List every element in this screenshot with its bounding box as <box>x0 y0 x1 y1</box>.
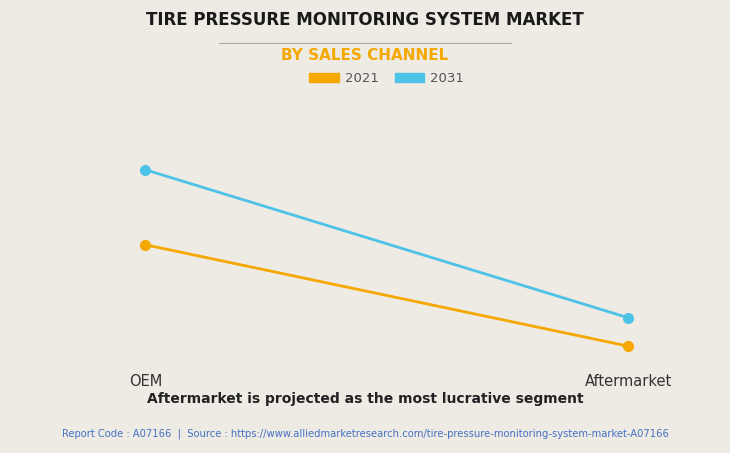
Text: TIRE PRESSURE MONITORING SYSTEM MARKET: TIRE PRESSURE MONITORING SYSTEM MARKET <box>146 11 584 29</box>
Text: Aftermarket is projected as the most lucrative segment: Aftermarket is projected as the most luc… <box>147 392 583 406</box>
Text: Report Code : A07166  |  Source : https://www.alliedmarketresearch.com/tire-pres: Report Code : A07166 | Source : https://… <box>61 428 669 439</box>
Legend: 2021, 2031: 2021, 2031 <box>304 67 469 90</box>
Text: BY SALES CHANNEL: BY SALES CHANNEL <box>281 48 449 63</box>
